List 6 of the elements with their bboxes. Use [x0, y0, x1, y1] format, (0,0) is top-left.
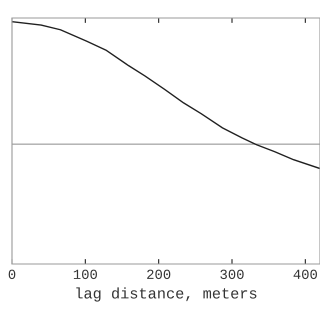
x-axis-title: lag distance, meters	[76, 287, 256, 302]
x-tick-label: 400	[294, 270, 317, 280]
x-tick-label: 0	[8, 270, 16, 280]
x-tick-label: 200	[147, 270, 170, 280]
x-tick-label: 100	[74, 270, 97, 280]
x-tick-label: 300	[220, 270, 244, 280]
